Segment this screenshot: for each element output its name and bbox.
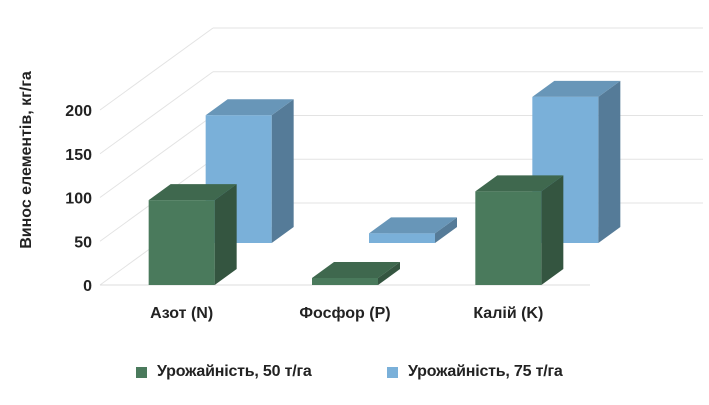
- series-1-bar-side: [541, 175, 564, 285]
- y-axis-label: Винос елементів, кг/га: [18, 71, 35, 249]
- gridline-side: [99, 27, 214, 111]
- legend-swatch-series-2: [387, 366, 398, 378]
- legend-label-series-2: Урожайність, 75 т/га: [408, 363, 563, 380]
- series-1-bar-front: [148, 200, 215, 285]
- gridline-side: [99, 115, 214, 198]
- legend-item-series-1: Урожайність, 50 т/га: [136, 360, 312, 384]
- y-tick-label: 0: [83, 278, 92, 295]
- series-2-bar-top: [369, 217, 457, 234]
- series-1-bar-top: [312, 262, 400, 278]
- series-2-bar-side: [271, 99, 294, 243]
- series-2-bar-side: [435, 217, 457, 243]
- series-2-bar-top: [205, 99, 294, 116]
- gridline-side: [99, 71, 214, 155]
- series-1-bar-side: [378, 262, 400, 285]
- series-1-bar-front: [312, 278, 378, 285]
- series-2-bar: [369, 217, 457, 243]
- series-front-bars: [148, 175, 564, 285]
- y-tick-label: 100: [65, 191, 92, 208]
- legend-swatch-series-1: [136, 366, 147, 378]
- x-axis-ticks: Азот (N) Фосфор (P) Калій (K): [150, 305, 543, 322]
- series-1-bar-front: [475, 191, 542, 285]
- legend: Урожайність, 50 т/га Урожайність, 75 т/г…: [0, 360, 709, 384]
- y-tick-label: 150: [65, 147, 92, 164]
- y-tick-label: 200: [65, 103, 92, 120]
- series-back-bars: [205, 80, 621, 243]
- y-axis-ticks: 0 50 100 150 200: [65, 103, 92, 295]
- series-2-bar-front: [369, 233, 435, 243]
- x-tick-label: Фосфор (P): [299, 305, 390, 322]
- series-2-bar-side: [598, 80, 621, 243]
- series-1-bar-side: [214, 184, 237, 285]
- series-1-bar-top: [148, 184, 237, 201]
- series-2-bar-top: [532, 80, 621, 97]
- series-1-bar: [148, 184, 237, 285]
- legend-label-series-1: Урожайність, 50 т/га: [157, 363, 312, 380]
- x-tick-label: Азот (N): [150, 305, 213, 322]
- series-1-bar-top: [475, 175, 564, 192]
- y-tick-label: 50: [74, 234, 92, 251]
- x-tick-label: Калій (K): [473, 305, 543, 322]
- series-1-bar: [312, 262, 400, 285]
- series-1-bar: [475, 175, 564, 285]
- legend-item-series-2: Урожайність, 75 т/га: [387, 360, 563, 384]
